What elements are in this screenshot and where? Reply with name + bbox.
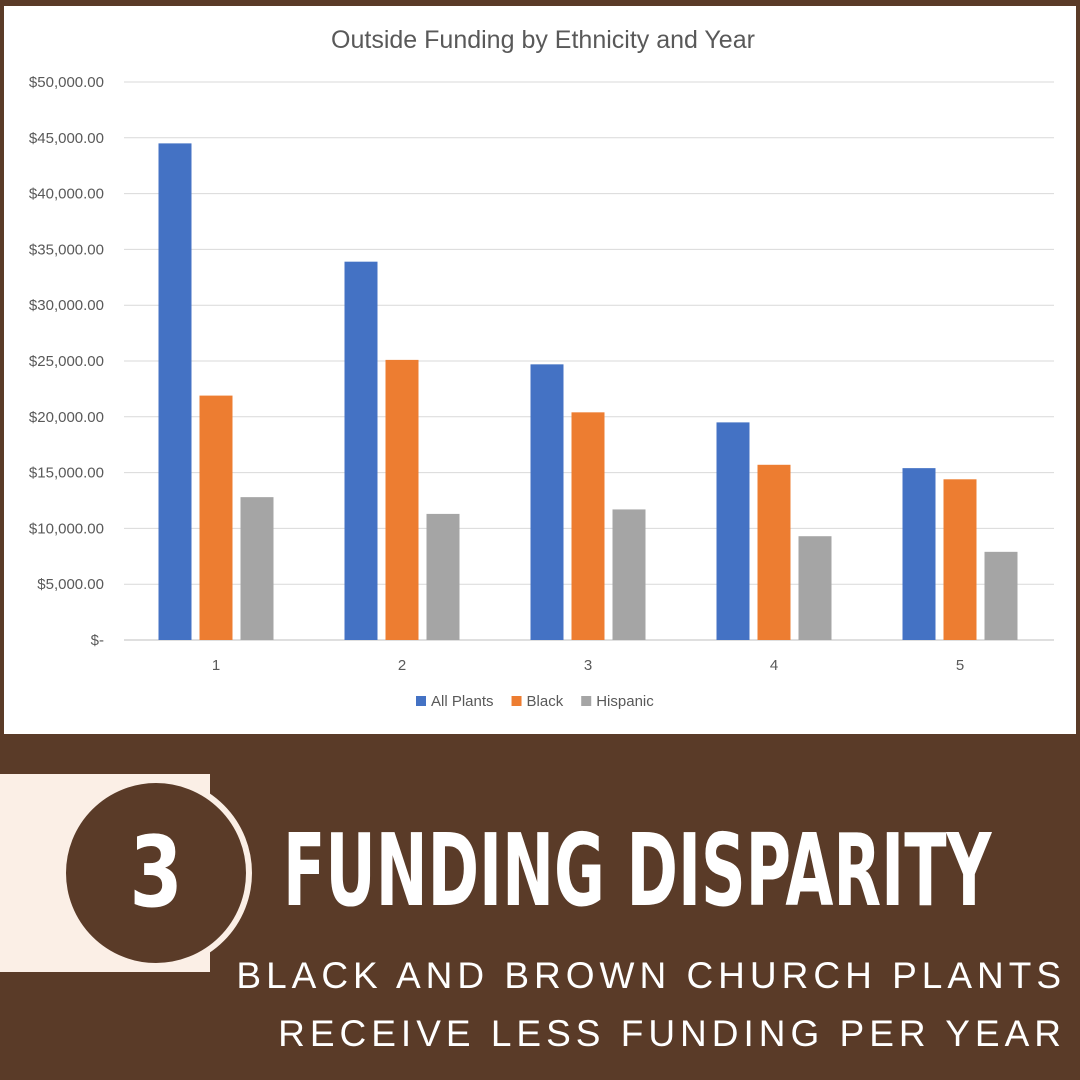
legend-label: Black xyxy=(527,693,564,710)
bar xyxy=(426,513,460,640)
chart-title: Outside Funding by Ethnicity and Year xyxy=(331,26,755,54)
bar xyxy=(344,261,378,640)
x-tick-label: 1 xyxy=(212,657,220,674)
bar xyxy=(240,497,274,640)
legend-label: All Plants xyxy=(431,693,494,710)
legend-label: Hispanic xyxy=(596,693,654,710)
subheadline-line-2: RECEIVE LESS FUNDING PER YEAR xyxy=(278,1013,1066,1054)
bar xyxy=(902,468,936,640)
y-tick-label: $40,000.00 xyxy=(29,186,104,203)
y-tick-label: $20,000.00 xyxy=(29,409,104,426)
bar-chart: Outside Funding by Ethnicity and Year $- $… xyxy=(29,26,1054,710)
legend-swatch xyxy=(511,696,522,706)
y-tick-label: $- xyxy=(91,632,104,649)
y-tick-label: $10,000.00 xyxy=(29,520,104,537)
x-tick-label: 3 xyxy=(584,657,592,674)
bar xyxy=(158,143,192,640)
y-tick-label: $15,000.00 xyxy=(29,465,104,482)
x-tick-label: 2 xyxy=(398,657,406,674)
legend-swatch xyxy=(416,696,426,706)
bar xyxy=(757,464,791,640)
y-tick-label: $25,000.00 xyxy=(29,353,104,370)
y-tick-label: $45,000.00 xyxy=(29,130,104,147)
subheadline-line-1: BLACK AND BROWN CHURCH PLANTS xyxy=(236,955,1066,996)
bar xyxy=(199,395,233,640)
bar xyxy=(943,479,977,640)
x-tick-label: 4 xyxy=(770,657,778,674)
number-badge: 3 xyxy=(60,777,252,969)
bar xyxy=(612,509,646,640)
headline: Funding Disparity xyxy=(283,812,992,929)
bar xyxy=(716,422,750,640)
bar xyxy=(530,364,564,640)
y-tick-label: $50,000.00 xyxy=(29,74,104,91)
chart-panel: Outside Funding by Ethnicity and Year $- $… xyxy=(4,6,1076,734)
x-tick-label: 5 xyxy=(956,657,964,674)
bar xyxy=(385,359,419,640)
bar xyxy=(798,536,832,640)
y-tick-label: $30,000.00 xyxy=(29,297,104,314)
y-tick-label: $5,000.00 xyxy=(37,576,104,593)
y-tick-label: $35,000.00 xyxy=(29,241,104,258)
number-text: 3 xyxy=(129,816,183,930)
bar xyxy=(571,412,605,640)
legend-swatch xyxy=(581,696,592,706)
bar xyxy=(984,551,1018,640)
